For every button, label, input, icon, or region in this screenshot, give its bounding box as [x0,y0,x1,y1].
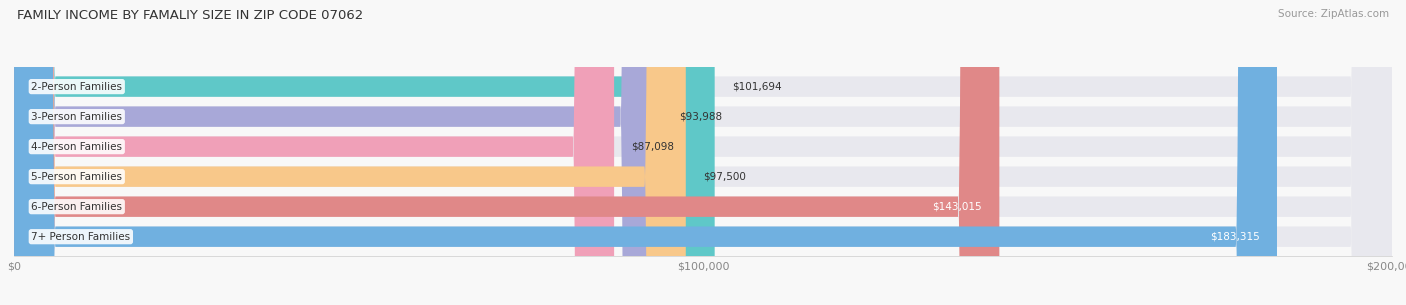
Text: $143,015: $143,015 [932,202,983,212]
FancyBboxPatch shape [14,0,1392,305]
FancyBboxPatch shape [14,0,1392,305]
Text: 7+ Person Families: 7+ Person Families [31,232,131,242]
Text: Source: ZipAtlas.com: Source: ZipAtlas.com [1278,9,1389,19]
Text: 3-Person Families: 3-Person Families [31,112,122,122]
FancyBboxPatch shape [14,0,1392,305]
Text: $97,500: $97,500 [703,172,745,182]
Text: $93,988: $93,988 [679,112,721,122]
FancyBboxPatch shape [14,0,714,305]
Text: 6-Person Families: 6-Person Families [31,202,122,212]
Text: 5-Person Families: 5-Person Families [31,172,122,182]
Text: FAMILY INCOME BY FAMALIY SIZE IN ZIP CODE 07062: FAMILY INCOME BY FAMALIY SIZE IN ZIP COD… [17,9,363,22]
FancyBboxPatch shape [14,0,1277,305]
Text: 4-Person Families: 4-Person Families [31,142,122,152]
Text: $183,315: $183,315 [1211,232,1260,242]
FancyBboxPatch shape [14,0,614,305]
FancyBboxPatch shape [14,0,1392,305]
FancyBboxPatch shape [14,0,1392,305]
FancyBboxPatch shape [14,0,1392,305]
FancyBboxPatch shape [14,0,686,305]
FancyBboxPatch shape [14,0,662,305]
FancyBboxPatch shape [14,0,1000,305]
Text: $101,694: $101,694 [733,82,782,92]
Text: 2-Person Families: 2-Person Families [31,82,122,92]
Text: $87,098: $87,098 [631,142,675,152]
